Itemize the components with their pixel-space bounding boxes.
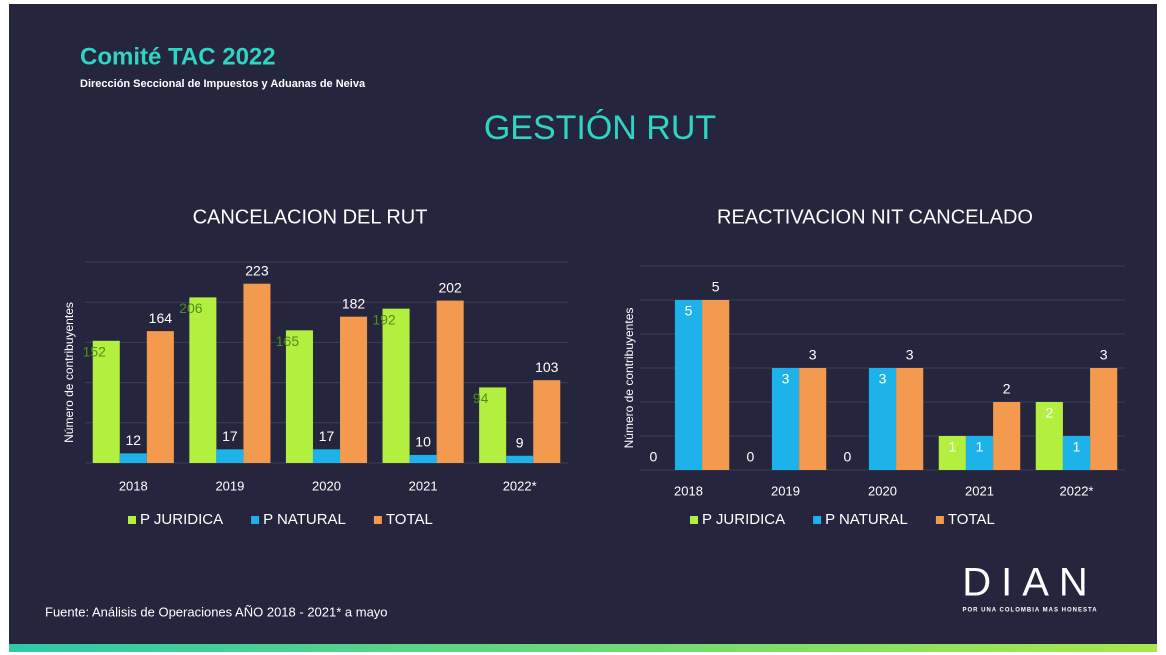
data-label: 0 — [843, 449, 851, 465]
legend-label: P JURIDICA — [140, 511, 223, 528]
bar — [312, 449, 341, 463]
data-label: 3 — [782, 371, 790, 387]
data-label: 182 — [342, 295, 366, 311]
bar — [216, 449, 244, 463]
bar — [1035, 402, 1063, 470]
bar — [799, 368, 827, 470]
logo: DIAN — [962, 561, 1098, 605]
bar — [965, 436, 994, 470]
data-label: 1 — [976, 439, 984, 455]
header-title: Comité TAC 2022 — [80, 43, 276, 70]
bar — [479, 387, 507, 463]
bar — [993, 402, 1021, 470]
bar — [382, 308, 410, 463]
x-tick-label: 2021 — [409, 478, 438, 493]
header-subtitle: Dirección Seccional de Impuestos y Aduan… — [80, 78, 366, 90]
y-axis-label: Número de contribuyentes — [62, 302, 76, 443]
source: Fuente: Análisis de Operaciones AÑO 2018… — [45, 604, 388, 619]
bar — [674, 300, 703, 470]
data-label: 206 — [179, 300, 203, 316]
data-label: 1 — [948, 439, 956, 455]
bar — [1090, 368, 1118, 470]
data-label: 12 — [126, 432, 142, 448]
bar — [938, 436, 966, 470]
legend-swatch — [813, 516, 822, 524]
data-label: 17 — [319, 428, 335, 444]
bar — [702, 300, 730, 470]
bar — [506, 455, 534, 463]
data-label: 192 — [372, 311, 396, 327]
data-label: 3 — [879, 371, 887, 387]
bar — [146, 331, 174, 463]
data-label: 152 — [83, 343, 107, 359]
data-label: 3 — [1100, 347, 1108, 363]
legend-label: TOTAL — [948, 511, 995, 528]
bar — [243, 283, 271, 463]
chart-title: CANCELACION DEL RUT — [193, 206, 428, 228]
data-label: 223 — [245, 262, 269, 278]
logo-tagline: POR UNA COLOMBIA MAS HONESTA — [962, 608, 1097, 614]
data-label: 3 — [906, 347, 914, 363]
data-label: 10 — [415, 434, 431, 450]
data-label: 2 — [1045, 405, 1053, 421]
data-label: 2 — [1003, 381, 1011, 397]
x-tick-label: 2018 — [674, 483, 703, 498]
data-label: 1 — [1073, 439, 1081, 455]
x-tick-label: 2018 — [119, 478, 148, 493]
bar — [436, 300, 464, 463]
data-label: 202 — [438, 279, 462, 295]
data-label: 165 — [276, 333, 300, 349]
bar — [868, 368, 897, 470]
x-tick-label: 2020 — [312, 478, 341, 493]
data-label: 9 — [516, 434, 524, 450]
data-label: 0 — [746, 449, 754, 465]
chart-title: REACTIVACION NIT CANCELADO — [717, 206, 1033, 228]
data-label: 5 — [712, 279, 720, 295]
legend-label: TOTAL — [386, 511, 433, 528]
x-tick-label: 2019 — [771, 483, 800, 498]
x-tick-label: 2021 — [965, 483, 994, 498]
x-tick-label: 2019 — [215, 478, 244, 493]
heading: GESTIÓN RUT — [484, 109, 716, 147]
data-label: 5 — [685, 303, 693, 319]
data-label: 17 — [222, 428, 238, 444]
x-tick-label: 2020 — [868, 483, 897, 498]
bar — [533, 380, 561, 463]
data-label: 0 — [649, 449, 657, 465]
data-label: 164 — [149, 310, 173, 326]
data-label: 94 — [473, 390, 489, 406]
bar — [1062, 436, 1091, 470]
legend-swatch — [690, 516, 698, 524]
data-label: 3 — [809, 347, 817, 363]
bottom-stripe — [9, 644, 1157, 652]
bar — [285, 330, 313, 463]
bar — [409, 454, 437, 463]
legend-swatch — [251, 516, 260, 524]
legend-swatch — [373, 516, 382, 524]
legend-swatch — [128, 516, 136, 524]
background — [9, 4, 1157, 644]
legend-swatch — [935, 516, 944, 524]
bar — [771, 368, 800, 470]
legend-label: P NATURAL — [825, 511, 908, 528]
bar — [189, 297, 217, 463]
bar — [340, 316, 368, 463]
data-label: 103 — [535, 359, 559, 375]
legend-label: P NATURAL — [263, 511, 346, 528]
bar — [896, 368, 924, 470]
bar — [119, 453, 147, 463]
x-tick-label: 2022* — [1060, 483, 1094, 498]
x-tick-label: 2022* — [503, 478, 537, 493]
bar — [92, 340, 120, 463]
y-axis-label: Número de contribuyentes — [622, 308, 636, 449]
legend-label: P JURIDICA — [702, 511, 785, 528]
